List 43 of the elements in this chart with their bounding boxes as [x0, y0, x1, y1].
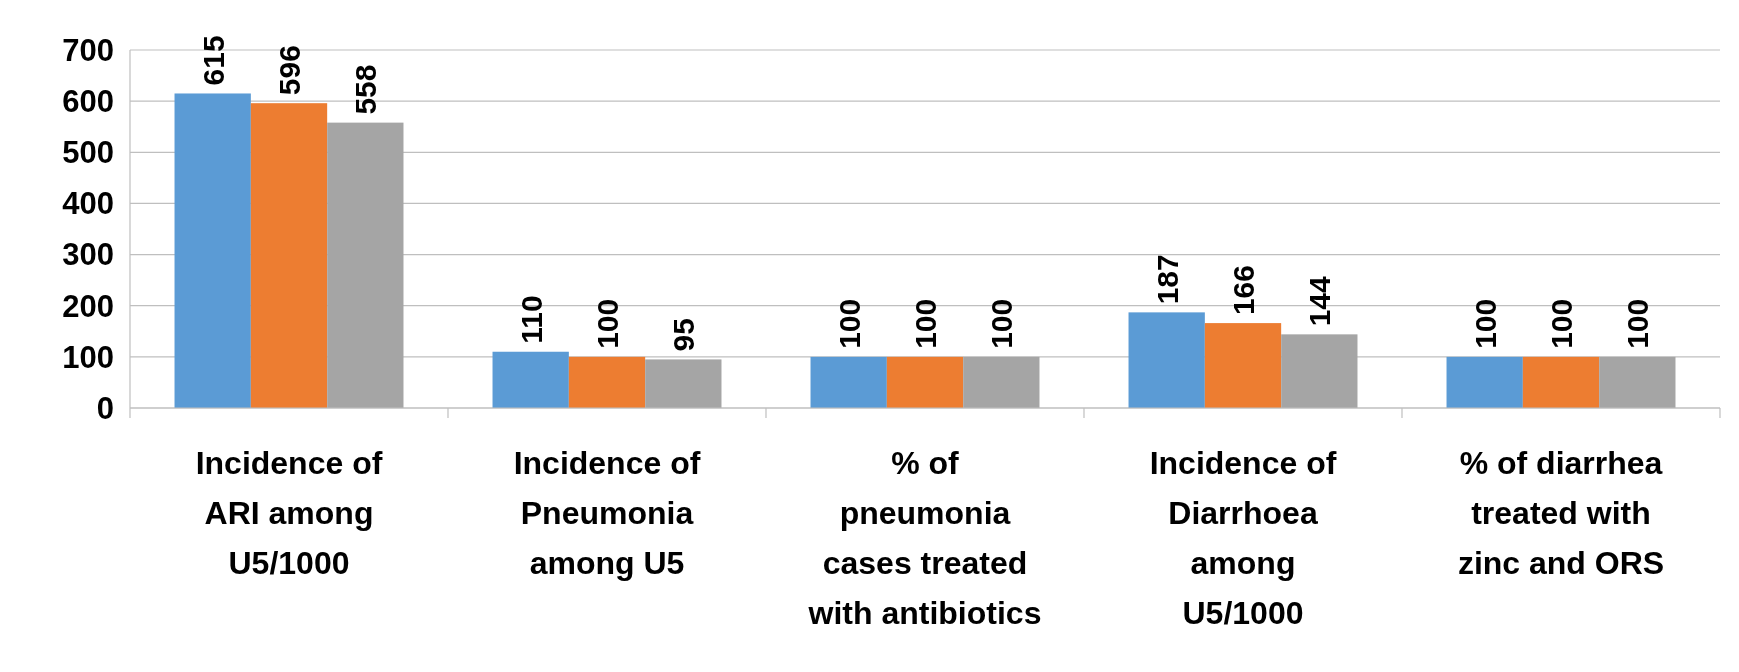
bar: [886, 356, 964, 408]
data-label: 100: [1468, 298, 1502, 349]
data-label: 144: [1303, 275, 1337, 327]
x-tick-label: % of pneumonia cases treated with antibiotics: [807, 445, 1042, 631]
bar: [250, 103, 328, 408]
y-tick-label: 0: [96, 390, 114, 426]
data-label: 187: [1150, 254, 1184, 305]
data-label: 558: [349, 64, 383, 115]
data-label: 166: [1227, 265, 1260, 316]
x-tick-label: Incidence of ARI among U5/1000: [195, 445, 383, 581]
data-label: 100: [832, 298, 866, 349]
bar: [1204, 323, 1282, 408]
data-label: 100: [1545, 298, 1578, 349]
data-label: 100: [985, 298, 1019, 349]
data-label: 110: [514, 295, 548, 344]
data-label: 100: [1621, 298, 1655, 349]
data-label: 615: [196, 35, 230, 86]
bar: [963, 356, 1040, 408]
x-tick-label: % of diarrhea treated with zinc and ORS: [1457, 445, 1665, 581]
bar: [1281, 334, 1358, 408]
x-tick-label: Incidence of Pneumonia among U5: [513, 445, 701, 581]
bar: [1522, 356, 1600, 408]
bar: [645, 359, 722, 408]
bar: [1128, 312, 1205, 408]
data-label: 95: [667, 318, 701, 352]
bar: [1599, 356, 1676, 408]
y-tick-label: 300: [62, 237, 114, 273]
bar: [568, 356, 646, 408]
y-tick-label: 100: [62, 339, 114, 375]
y-tick-label: 400: [62, 186, 114, 222]
data-label: 596: [273, 45, 306, 96]
y-tick-label: 600: [62, 83, 114, 119]
x-tick-label: Incidence of Diarrhoea among U5/1000: [1149, 445, 1337, 631]
bar: [810, 356, 887, 408]
bar: [492, 351, 569, 408]
bar: [327, 122, 404, 408]
bar: [1446, 356, 1523, 408]
y-tick-label: 500: [62, 135, 114, 171]
y-tick-label: 700: [62, 32, 114, 68]
data-label: 100: [909, 298, 942, 349]
bar: [174, 93, 251, 408]
y-tick-label: 200: [62, 288, 114, 324]
data-label: 100: [591, 298, 624, 349]
